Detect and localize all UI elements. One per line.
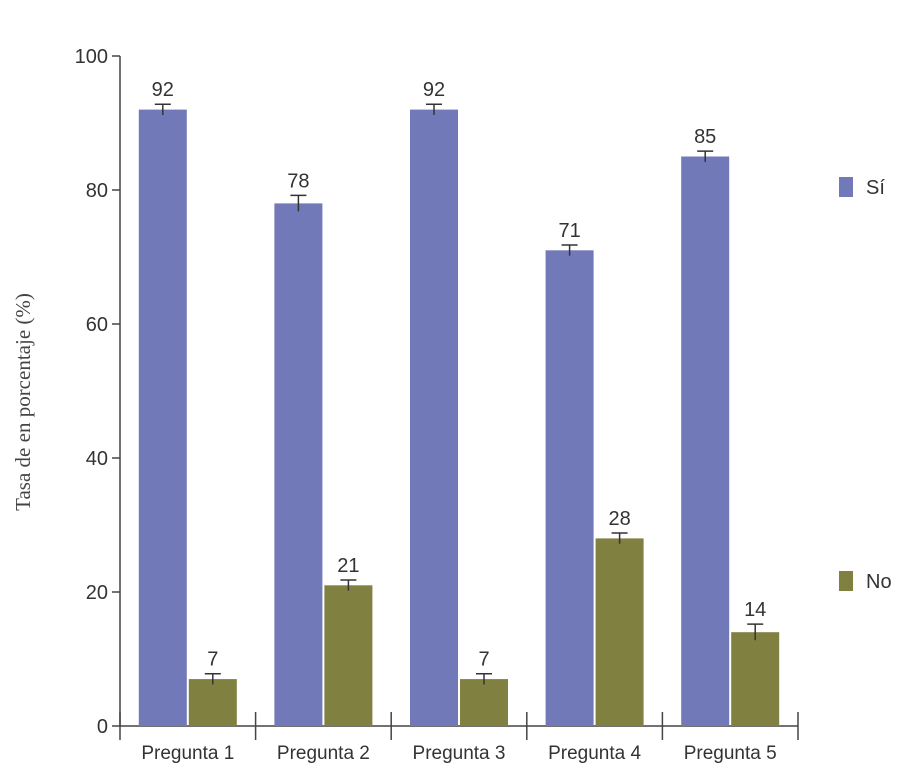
- legend-label: Sí: [866, 177, 885, 199]
- data-label: 71: [558, 220, 580, 242]
- bar-si: [274, 203, 323, 726]
- data-label: 7: [478, 649, 489, 671]
- data-label: 92: [152, 79, 174, 101]
- y-tick-label: 20: [86, 582, 108, 604]
- data-label: 78: [287, 170, 309, 192]
- legend-swatch: [839, 177, 853, 197]
- y-tick-label: 100: [75, 46, 108, 68]
- x-tick-label: Pregunta 4: [548, 743, 641, 764]
- y-tick-label: 80: [86, 180, 108, 202]
- data-label: 7: [207, 649, 218, 671]
- bar-si: [138, 109, 187, 727]
- y-axis: 0 20 40 60 80 100: [75, 46, 121, 738]
- bar-no: [188, 679, 237, 726]
- bar-no: [460, 679, 508, 726]
- y-axis-title: Tasa de en porcentaje (%): [11, 293, 35, 511]
- bar-no: [595, 538, 644, 726]
- data-label: 28: [608, 508, 630, 530]
- bar-no: [324, 585, 373, 726]
- bar-si: [545, 250, 594, 727]
- y-tick-label: 40: [86, 448, 108, 470]
- x-tick-label: Pregunta 2: [277, 743, 370, 764]
- data-label: 14: [744, 599, 766, 621]
- bars: [138, 103, 780, 727]
- y-tick-label: 60: [86, 314, 108, 336]
- data-label: 21: [337, 555, 359, 577]
- legend-label: No: [866, 571, 892, 593]
- bar-si: [410, 109, 458, 727]
- x-tick-label: Pregunta 5: [684, 743, 777, 764]
- bar-no: [731, 632, 780, 726]
- legend-swatch: [839, 571, 853, 591]
- bar-si: [681, 156, 730, 726]
- value-labels: 92 78 92 71 85 7 21 7 28 14: [152, 79, 767, 671]
- legend: Sí No: [839, 177, 892, 593]
- data-label: 85: [694, 126, 716, 148]
- x-tick-label: Pregunta 1: [141, 743, 234, 764]
- data-label: 92: [423, 79, 445, 101]
- x-tick-label: Pregunta 3: [413, 743, 506, 764]
- x-axis: Pregunta 1 Pregunta 2 Pregunta 3 Pregunta 4…: [119, 712, 799, 764]
- y-tick-label: 0: [97, 716, 108, 738]
